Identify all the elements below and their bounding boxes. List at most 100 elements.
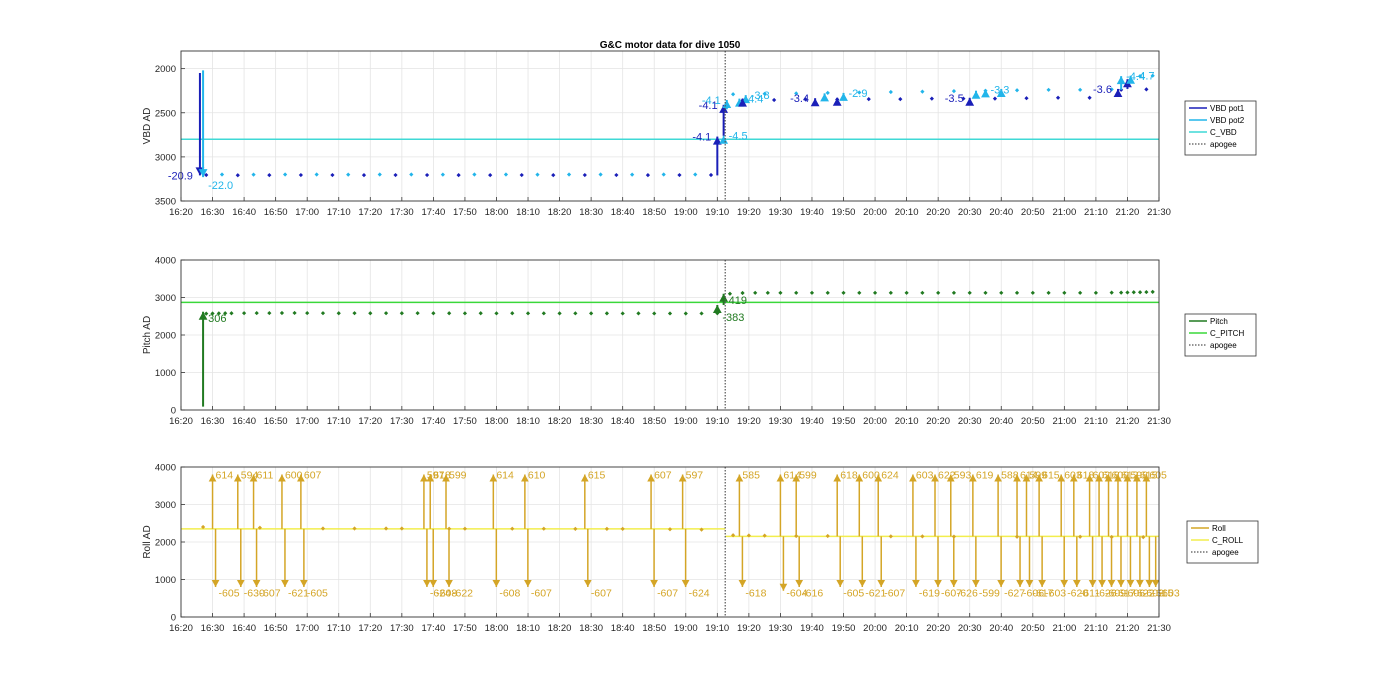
roll-swing-down-label: -606 — [1124, 588, 1145, 600]
roll-swing-down-label: -607 — [884, 588, 905, 600]
pitch-data-point — [1131, 290, 1136, 295]
vbd-move-label: -4.1 — [702, 95, 721, 107]
roll-swing-up-arrowhead — [1035, 474, 1043, 482]
pitch-data-point — [292, 310, 297, 316]
pitch-data-point — [241, 311, 247, 316]
pitch-data-point — [794, 290, 799, 295]
pitch-move-label: 419 — [729, 295, 747, 307]
pitch-data-point — [229, 311, 234, 316]
vbd-x-tick-label: 20:10 — [895, 207, 919, 218]
roll-swing-up-arrowhead — [969, 474, 977, 482]
vbd-data-point — [440, 172, 445, 177]
roll-swing-down-arrowhead — [236, 580, 245, 587]
vbd-x-tick-label: 16:50 — [264, 207, 288, 218]
pitch-x-tick-label: 17:30 — [390, 416, 414, 427]
roll-swing-down-label: -626 — [1096, 588, 1117, 600]
roll-x-tick-label: 21:10 — [1084, 623, 1108, 634]
roll-swing-down-arrowhead — [429, 580, 438, 587]
pitch-x-tick-label: 21:10 — [1084, 416, 1108, 427]
vbd-x-tick-label: 20:40 — [989, 207, 1013, 218]
vbd-x-tick-label: 18:50 — [642, 207, 666, 218]
roll-data-point — [730, 533, 736, 538]
roll-swing-down-label: -606 — [1023, 588, 1044, 600]
vbd-data-point — [888, 89, 893, 95]
pitch-x-tick-label: 16:40 — [232, 416, 256, 427]
pitch-data-point — [1150, 289, 1155, 294]
pitch-x-tick-label: 17:00 — [295, 416, 319, 427]
vbd-data-point — [961, 96, 966, 101]
pitch-axes-box — [180, 259, 1160, 411]
pitch-data-point — [210, 311, 215, 316]
pitch-y-tick-label: 4000 — [155, 256, 176, 267]
roll-data-point — [399, 526, 404, 531]
pitch-data-point — [1125, 290, 1130, 295]
vbd-move-label: -3.5 — [945, 93, 964, 105]
pitch-data-point — [267, 310, 272, 316]
roll-swing-down-label: -619 — [919, 588, 940, 600]
pitch-x-tick-label: 21:00 — [1052, 416, 1076, 427]
roll-swing-up-label: 610 — [528, 470, 546, 482]
roll-swing-up-arrowhead — [994, 474, 1002, 482]
roll-legend-label: C_ROLL — [1212, 536, 1244, 545]
roll-swing-up-arrowhead — [874, 474, 883, 482]
roll-x-tick-label: 20:40 — [989, 623, 1013, 634]
roll-swing-up-arrowhead — [297, 474, 305, 482]
roll-swing-down-label: -617 — [1115, 588, 1136, 600]
vbd-data-point — [1109, 87, 1114, 92]
pitch-data-point — [399, 311, 404, 316]
vbd-data-point — [693, 172, 698, 177]
roll-swing-up-arrowhead — [833, 474, 842, 482]
pitch-data-point — [1093, 290, 1099, 295]
pitch-data-point — [573, 311, 578, 316]
roll-y-tick-label: 3000 — [155, 500, 176, 511]
roll-swing-up-arrowhead — [233, 474, 242, 482]
roll-swing-up-label: 614 — [496, 470, 514, 482]
vbd-data-point — [951, 89, 957, 94]
vbd-data-point — [1137, 74, 1143, 79]
roll-swing-down-label: -627 — [1004, 588, 1025, 600]
vbd-x-tick-label: 18:30 — [579, 207, 603, 218]
roll-x-tick-label: 20:00 — [863, 623, 887, 634]
roll-swing-up-label: 607 — [304, 470, 322, 482]
roll-x-tick-label: 19:30 — [769, 623, 793, 634]
vbd-plot-layer — [181, 70, 1159, 178]
roll-swing-up-arrowhead — [420, 474, 428, 482]
vbd-y-axis-label: VBD AD — [142, 108, 153, 145]
roll-x-tick-label: 16:50 — [264, 623, 288, 634]
pitch-data-point — [967, 290, 972, 295]
vbd-move-label: -4.4 — [744, 94, 763, 106]
pitch-data-point — [872, 290, 878, 295]
roll-swing-down-arrowhead — [252, 580, 261, 587]
roll-swing-up-arrowhead — [1095, 474, 1103, 482]
pitch-data-point — [636, 311, 641, 316]
pitch-y-tick-label: 0 — [171, 406, 176, 417]
vbd-data-point — [630, 172, 635, 177]
roll-data-point — [920, 534, 925, 539]
roll-x-tick-label: 19:10 — [705, 623, 729, 634]
roll-swing-up-arrowhead — [521, 474, 529, 482]
roll-swing-up-label: 614 — [783, 470, 801, 482]
roll-x-tick-label: 20:20 — [926, 623, 950, 634]
pitch-x-tick-label: 21:30 — [1147, 416, 1171, 427]
roll-swing-down-label: -617 — [1032, 588, 1053, 600]
roll-swing-down-arrowhead — [1151, 580, 1159, 587]
vbd-data-point — [1055, 95, 1061, 100]
vbd-data-point — [251, 172, 256, 177]
roll-swing-down-arrowhead — [281, 580, 289, 587]
pitch-data-point — [699, 311, 704, 316]
roll-swing-down-label: -607 — [941, 588, 962, 600]
vbd-move-arrowhead — [981, 89, 990, 98]
pitch-x-tick-label: 19:10 — [705, 416, 729, 427]
vbd-x-tick-label: 17:10 — [327, 207, 351, 218]
vbd-data-point — [267, 173, 272, 178]
pitch-data-point — [1144, 289, 1149, 295]
pitch-move-arrowhead — [712, 305, 722, 313]
roll-data-point — [447, 526, 452, 531]
vbd-legend-label: apogee — [1210, 140, 1237, 149]
vbd-data-point — [772, 97, 777, 103]
roll-swing-down-arrowhead — [1136, 580, 1144, 587]
roll-swing-up-label: 619 — [976, 470, 994, 482]
roll-swing-down-arrowhead — [1088, 580, 1097, 587]
roll-x-tick-label: 18:10 — [516, 623, 540, 634]
vbd-move-arrowhead — [198, 169, 208, 178]
